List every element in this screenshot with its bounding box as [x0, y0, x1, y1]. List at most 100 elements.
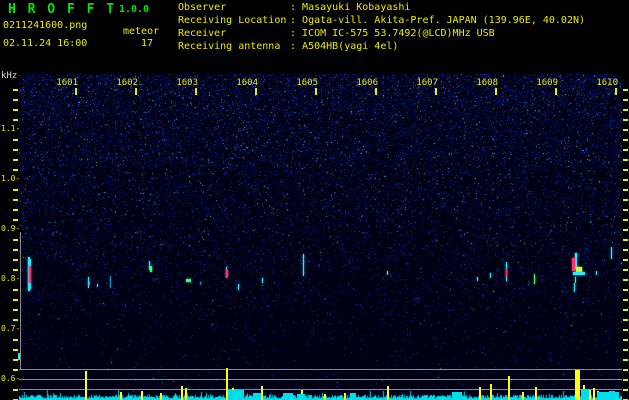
freq-minor-tick-right: [623, 379, 628, 381]
baseline-bump: [452, 392, 462, 400]
receiving-location-label: Receiving Location: [178, 15, 287, 26]
time-tick: [315, 88, 317, 95]
baseline-bump: [283, 393, 293, 400]
signal-spike: [226, 368, 228, 400]
signal-spike: [508, 376, 510, 400]
receiving-location-value: Ogata-vill. Akita-Pref. JAPAN (139.96E, …: [302, 15, 586, 26]
receiving-antenna-row: Receiving antenna: A504HB(yagi 4el): [178, 41, 398, 52]
freq-minor-tick-left: [13, 359, 18, 361]
time-label: 1602: [116, 78, 138, 88]
meteor-echo-mark: [200, 282, 201, 285]
meteor-echo-mark: [596, 271, 597, 275]
meteor-echo-mark: [490, 273, 491, 278]
meteor-echo-mark: [88, 277, 89, 288]
meteor-echo-mark: [574, 283, 575, 292]
time-tick: [375, 88, 377, 95]
echo-count: 17: [141, 38, 154, 49]
plot-left-border: [20, 232, 21, 369]
freq-minor-tick-right: [623, 269, 628, 271]
signal-spike: [593, 388, 595, 400]
freq-minor-tick-left: [13, 149, 18, 151]
meteor-echo-mark: [534, 274, 535, 284]
app-title: H R O F F T: [8, 2, 117, 17]
freq-minor-tick-right: [623, 129, 628, 131]
freq-minor-tick-right: [623, 109, 628, 111]
freq-minor-tick-right: [623, 189, 628, 191]
baseline-bump: [228, 390, 244, 400]
freq-minor-tick-left: [13, 189, 18, 191]
freq-minor-tick-right: [623, 349, 628, 351]
receiving-antenna-value: A504HB(yagi 4el): [302, 41, 399, 52]
freq-minor-tick-right: [623, 339, 628, 341]
time-tick: [135, 88, 137, 95]
meteor-echo-mark: [30, 283, 31, 289]
signal-spike: [141, 391, 143, 400]
freq-minor-tick-left: [13, 349, 18, 351]
time-tick: [75, 88, 77, 95]
freq-minor-tick-left: [13, 309, 18, 311]
signal-spike: [261, 386, 263, 400]
freq-label: 0.6-: [1, 374, 21, 383]
freq-minor-tick-right: [623, 229, 628, 231]
datetime-label: 02.11.24 16:00: [3, 38, 88, 49]
freq-minor-tick-right: [623, 169, 628, 171]
meteor-echo-mark: [506, 269, 507, 277]
time-tick: [435, 88, 437, 95]
freq-minor-tick-right: [623, 329, 628, 331]
freq-minor-tick-right: [623, 209, 628, 211]
freq-minor-tick-left: [13, 159, 18, 161]
time-tick: [255, 88, 257, 95]
freq-minor-tick-right: [623, 239, 628, 241]
spectrogram-noise-canvas: [19, 74, 622, 400]
time-label: 1601: [56, 78, 78, 88]
freq-minor-tick-right: [623, 309, 628, 311]
signal-level-line: [19, 389, 622, 390]
observer-label: Observer: [178, 2, 227, 13]
freq-minor-tick-left: [13, 269, 18, 271]
signal-spike: [85, 371, 87, 400]
freq-minor-tick-right: [623, 369, 628, 371]
y-axis-unit: kHz: [1, 71, 18, 81]
stray-mark: [18, 353, 20, 360]
meteor-echo-mark: [573, 272, 585, 275]
meteor-echo-mark: [262, 278, 263, 283]
signal-spike: [185, 388, 187, 400]
meteor-echo-mark: [29, 266, 31, 283]
freq-minor-tick-right: [623, 179, 628, 181]
freq-label: 0.7-: [1, 324, 21, 333]
freq-minor-tick-right: [623, 319, 628, 321]
freq-minor-tick-left: [13, 239, 18, 241]
freq-minor-tick-right: [623, 159, 628, 161]
freq-minor-tick-right: [623, 359, 628, 361]
freq-minor-tick-left: [13, 199, 18, 201]
receiving-location-row: Receiving Location: Ogata-vill. Akita-Pr…: [178, 15, 585, 26]
freq-minor-tick-right: [623, 89, 628, 91]
freq-minor-tick-right: [623, 299, 628, 301]
separator: :: [290, 28, 303, 39]
time-label: 1604: [236, 78, 258, 88]
freq-minor-tick-left: [13, 209, 18, 211]
freq-minor-tick-right: [623, 199, 628, 201]
time-tick: [195, 88, 197, 95]
freq-minor-tick-left: [13, 299, 18, 301]
receiver-row: Receiver: ICOM IC-575 53.7492(@LCD)MHz U…: [178, 28, 495, 39]
time-tick: [495, 88, 497, 95]
freq-minor-tick-left: [13, 169, 18, 171]
separator: :: [290, 2, 303, 13]
freq-minor-tick-left: [13, 339, 18, 341]
meteor-echo-mark: [149, 261, 150, 270]
signal-spike: [575, 370, 580, 400]
time-label: 1603: [176, 78, 198, 88]
freq-minor-tick-left: [13, 259, 18, 261]
observer-row: Observer: Masayuki Kobayashi: [178, 2, 410, 13]
meteor-echo-mark: [30, 259, 31, 266]
freq-minor-tick-left: [13, 219, 18, 221]
meteor-echo-mark: [238, 284, 239, 290]
time-tick: [615, 88, 617, 95]
signal-level-line: [19, 379, 622, 380]
separator: :: [290, 15, 303, 26]
freq-minor-tick-right: [623, 279, 628, 281]
freq-minor-tick-right: [623, 149, 628, 151]
freq-label: 1.1-: [1, 124, 21, 133]
